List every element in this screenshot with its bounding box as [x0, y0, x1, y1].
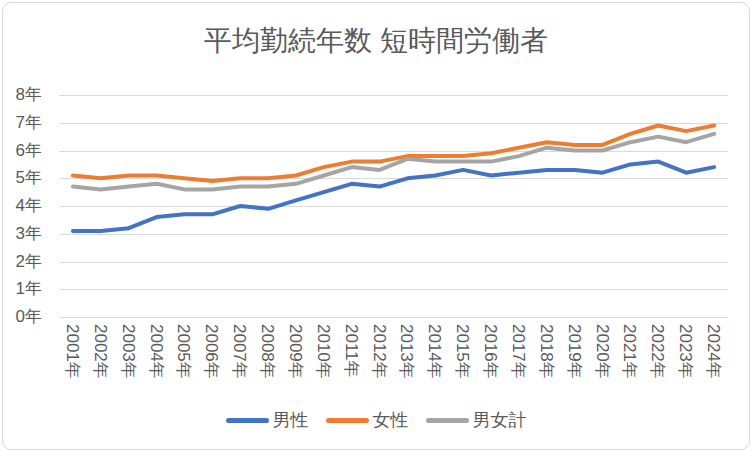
x-tick-label: 2017年	[509, 324, 528, 379]
legend-line-swatch	[426, 418, 469, 423]
x-tick-label: 2004年	[147, 324, 166, 379]
plot-area	[0, 0, 752, 452]
x-tick-label: 2014年	[425, 324, 444, 379]
x-tick-label: 2022年	[648, 324, 667, 379]
series-line-男性	[73, 162, 714, 231]
x-tick-label: 2012年	[370, 324, 389, 379]
y-tick-label: 1年	[0, 278, 42, 300]
x-tick-label: 2024年	[704, 324, 723, 379]
y-tick-label: 2年	[0, 251, 42, 273]
x-tick-label: 2020年	[593, 324, 612, 379]
legend-line-swatch	[226, 418, 269, 423]
y-tick-label: 0年	[0, 306, 42, 328]
x-tick-label: 2015年	[453, 324, 472, 379]
chart-frame: 平均勤続年数 短時間労働者 8年7年6年5年4年3年2年1年0年 2001年20…	[0, 0, 752, 452]
legend-item-男女計: 男女計	[426, 408, 527, 432]
y-tick-label: 6年	[0, 140, 42, 162]
series-line-女性	[73, 126, 714, 182]
y-tick-label: 8年	[0, 84, 42, 106]
x-tick-label: 2018年	[537, 324, 556, 379]
x-tick-label: 2023年	[676, 324, 695, 379]
x-tick-label: 2007年	[230, 324, 249, 379]
y-tick-label: 5年	[0, 167, 42, 189]
legend: 男性 女性 男女計	[0, 408, 752, 432]
x-tick-label: 2005年	[174, 324, 193, 379]
legend-label: 男女計	[473, 408, 527, 432]
x-tick-label: 2002年	[91, 324, 110, 379]
y-tick-label: 7年	[0, 112, 42, 134]
y-tick-label: 3年	[0, 223, 42, 245]
y-tick-label: 4年	[0, 195, 42, 217]
x-tick-label: 2008年	[258, 324, 277, 379]
legend-label: 男性	[273, 408, 309, 432]
x-tick-label: 2001年	[63, 324, 82, 379]
legend-label: 女性	[373, 408, 409, 432]
x-tick-label: 2016年	[481, 324, 500, 379]
x-tick-label: 2010年	[314, 324, 333, 379]
x-tick-label: 2006年	[202, 324, 221, 379]
x-tick-label: 2013年	[397, 324, 416, 379]
x-tick-label: 2009年	[286, 324, 305, 379]
x-tick-label: 2003年	[119, 324, 138, 379]
legend-item-女性: 女性	[326, 408, 409, 432]
x-tick-label: 2011年	[342, 324, 361, 378]
x-tick-label: 2019年	[565, 324, 584, 379]
legend-item-男性: 男性	[226, 408, 309, 432]
x-tick-label: 2021年	[620, 324, 639, 379]
legend-line-swatch	[326, 418, 369, 423]
